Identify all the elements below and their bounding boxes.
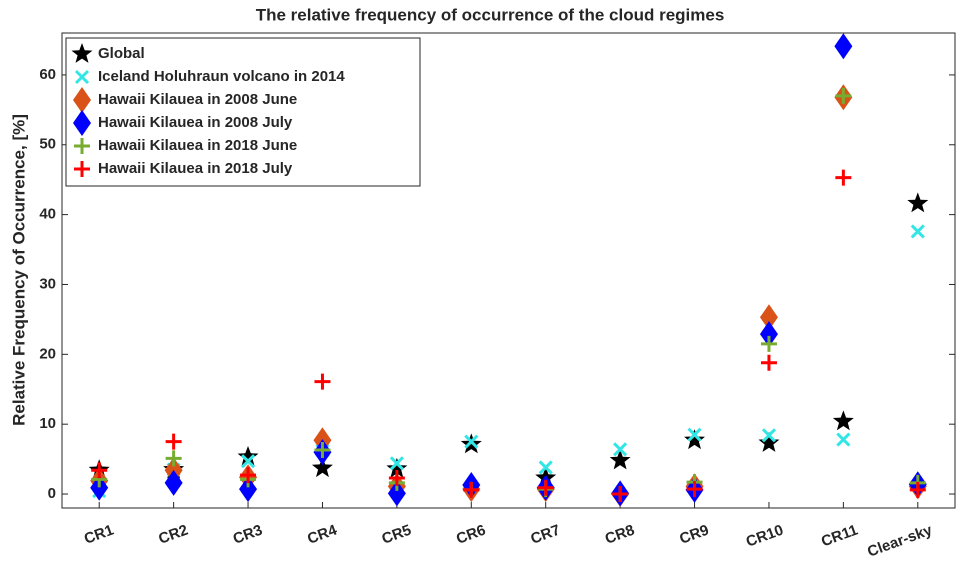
legend-marker xyxy=(74,161,90,177)
x-tick-label: CR2 xyxy=(156,522,190,548)
marker xyxy=(759,304,778,331)
marker xyxy=(907,192,929,213)
marker xyxy=(686,481,703,498)
legend-marker xyxy=(71,43,93,63)
legend-marker xyxy=(74,69,90,85)
y-tick-label: 40 xyxy=(39,206,56,223)
marker xyxy=(91,462,108,479)
legend-box xyxy=(65,37,421,187)
marker xyxy=(609,449,631,470)
marker xyxy=(537,479,554,496)
marker xyxy=(538,460,553,475)
marker xyxy=(312,457,333,478)
y-axis-label: Relative Frequency of Occurrence, [%] xyxy=(9,114,28,426)
y-tick-label: 0 xyxy=(48,485,56,502)
marker xyxy=(388,469,405,486)
legend-label: Hawaii Kilauea in 2008 July xyxy=(98,114,293,131)
marker xyxy=(687,427,702,442)
marker xyxy=(834,33,853,60)
x-tick-label: CR8 xyxy=(603,522,637,548)
marker xyxy=(239,476,258,503)
marker xyxy=(389,456,404,471)
x-tick-label: CR1 xyxy=(82,522,116,548)
marker xyxy=(832,410,854,431)
marker xyxy=(387,480,406,507)
legend-label: Hawaii Kilauea in 2018 June xyxy=(98,137,297,154)
marker xyxy=(463,481,480,498)
marker xyxy=(314,442,331,459)
marker xyxy=(613,442,628,457)
x-tick-label: CR11 xyxy=(819,522,860,551)
marker xyxy=(237,446,259,466)
marker xyxy=(240,467,257,484)
marker xyxy=(760,354,777,371)
marker xyxy=(758,432,780,452)
x-tick-label: CR6 xyxy=(454,522,488,548)
marker xyxy=(165,433,182,450)
legend-label: Iceland Holuhraun volcano in 2014 xyxy=(98,68,345,85)
chart-title: The relative frequency of occurrence of … xyxy=(256,5,725,24)
marker xyxy=(164,469,183,496)
marker xyxy=(90,474,109,501)
legend-marker xyxy=(73,110,91,136)
marker xyxy=(761,428,777,443)
x-tick-label: CR5 xyxy=(380,522,414,548)
legend-marker xyxy=(74,138,90,154)
marker xyxy=(386,457,408,478)
marker xyxy=(910,224,925,239)
y-tick-label: 60 xyxy=(39,66,56,83)
marker xyxy=(240,454,256,469)
legend-label: Global xyxy=(98,45,145,62)
marker xyxy=(612,486,629,503)
marker xyxy=(759,321,778,348)
marker xyxy=(835,87,852,104)
legend-label: Hawaii Kilauea in 2018 July xyxy=(98,160,293,177)
marker xyxy=(760,335,777,352)
x-tick-label: CR3 xyxy=(231,522,265,548)
marker xyxy=(909,481,926,498)
y-tick-label: 30 xyxy=(39,275,56,292)
marker xyxy=(836,432,851,447)
x-tick-label: CR7 xyxy=(528,522,562,548)
legend-label: Hawaii Kilauea in 2008 June xyxy=(98,91,297,108)
x-tick-label: Clear-sky xyxy=(865,521,935,560)
marker xyxy=(314,373,331,390)
x-tick-label: CR9 xyxy=(677,522,711,548)
marker xyxy=(165,450,182,467)
legend-marker xyxy=(73,87,91,113)
marker xyxy=(684,429,705,450)
marker xyxy=(835,169,852,186)
y-tick-label: 50 xyxy=(39,136,56,153)
plot-frame xyxy=(61,32,956,509)
y-tick-label: 10 xyxy=(39,415,56,432)
x-tick-label: CR10 xyxy=(744,522,786,551)
marker xyxy=(464,434,479,449)
y-tick-label: 20 xyxy=(39,345,56,362)
x-tick-label: CR4 xyxy=(305,521,340,547)
